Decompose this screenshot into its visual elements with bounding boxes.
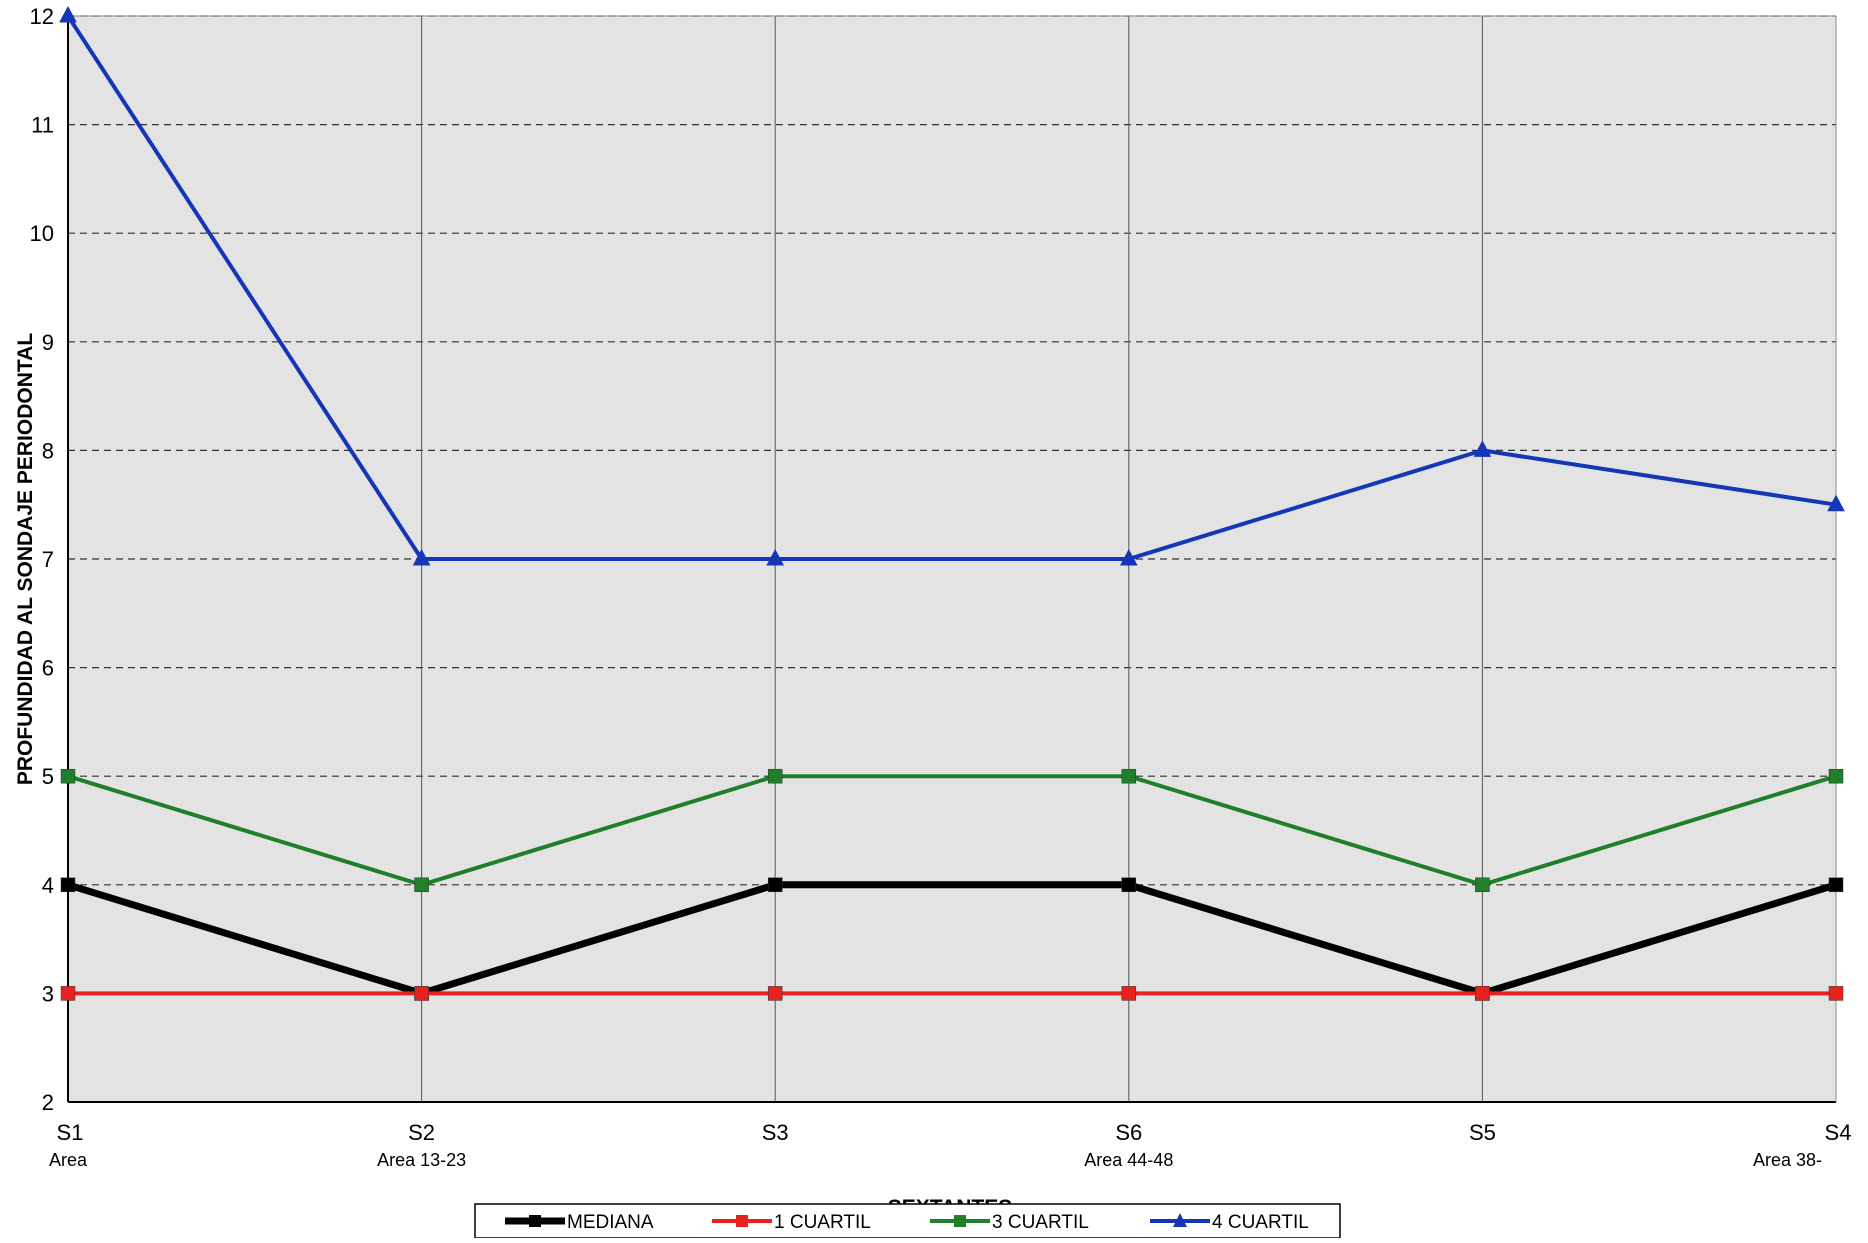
data-point — [60, 768, 76, 784]
x-tick-sublabel: Area 44-48 — [1084, 1150, 1173, 1170]
series-line — [66, 881, 1838, 997]
y-tick-label: 9 — [42, 330, 54, 355]
x-tick-label: S6 — [1115, 1120, 1142, 1145]
x-tick-label: S4 — [1825, 1120, 1852, 1145]
legend-swatch-marker — [954, 1215, 966, 1227]
x-tick-label: S1 — [57, 1120, 84, 1145]
x-tick-sublabel: Area 13-23 — [377, 1150, 466, 1170]
legend-swatch-marker — [736, 1215, 748, 1227]
y-tick-label: 11 — [31, 113, 54, 138]
data-point — [1121, 986, 1137, 1001]
legend-label: MEDIANA — [567, 1212, 654, 1233]
y-tick-label: 7 — [42, 547, 54, 572]
data-point — [766, 548, 785, 566]
data-point — [414, 877, 429, 893]
legend-label: 4 CUARTIL — [1212, 1212, 1309, 1233]
data-point — [1828, 986, 1844, 1001]
y-tick-label: 6 — [42, 656, 54, 681]
y-tick-label: 5 — [42, 764, 54, 789]
legend-swatch-marker — [529, 1215, 541, 1227]
data-point — [60, 877, 76, 893]
legend-box — [474, 1203, 1341, 1239]
data-point — [60, 986, 76, 1001]
data-point — [1475, 986, 1490, 1001]
data-point — [1119, 548, 1138, 566]
y-tick-label: 10 — [30, 221, 54, 246]
y-tick-label: 12 — [30, 4, 54, 29]
legend-swatch-marker — [1173, 1213, 1187, 1227]
y-tick-label: 2 — [42, 1090, 54, 1115]
data-point — [1121, 877, 1137, 893]
y-tick-label: 3 — [42, 981, 54, 1006]
data-point — [412, 548, 431, 566]
y-axis-title: PROFUNDIDAD AL SONDAJE PERIODONTAL — [14, 333, 37, 785]
x-tick-sublabel: Area 38- — [1753, 1150, 1822, 1170]
y-tick-label: 4 — [42, 873, 54, 898]
series-line — [67, 774, 1837, 887]
data-point — [1475, 877, 1490, 893]
data-point — [1828, 768, 1844, 784]
legend-label: 3 CUARTIL — [992, 1212, 1089, 1233]
data-point — [1473, 440, 1492, 457]
y-tick-label: 8 — [42, 438, 54, 463]
data-point — [1121, 768, 1137, 784]
data-point — [767, 986, 783, 1001]
x-tick-label: S2 — [408, 1120, 435, 1145]
data-point — [767, 768, 783, 784]
data-point — [1827, 494, 1845, 512]
data-point — [1828, 877, 1844, 893]
legend-label: 1 CUARTIL — [774, 1212, 871, 1233]
x-tick-label: S3 — [762, 1120, 789, 1145]
series-line — [66, 14, 1837, 561]
data-point — [414, 986, 429, 1001]
data-point — [59, 5, 77, 23]
data-point — [767, 877, 783, 893]
x-tick-sublabel: Area — [49, 1150, 88, 1170]
x-tick-label: S5 — [1469, 1120, 1496, 1145]
